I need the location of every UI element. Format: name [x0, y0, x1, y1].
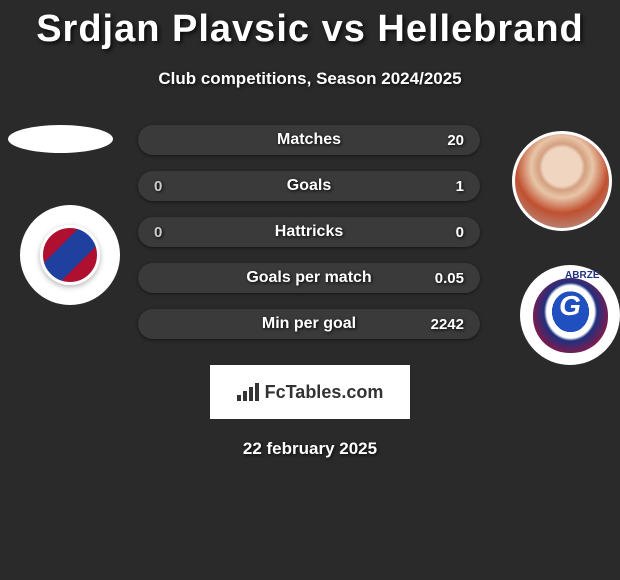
- stat-right-value: 1: [456, 178, 464, 195]
- stat-label: Goals per match: [246, 269, 371, 287]
- watermark: FcTables.com: [210, 365, 410, 419]
- page-subtitle: Club competitions, Season 2024/2025: [0, 69, 620, 89]
- stat-right-value: 0: [456, 224, 464, 241]
- stats-table: Matches 20 0 Goals 1 0 Hattricks 0 Goals…: [138, 125, 480, 339]
- date-label: 22 february 2025: [0, 439, 620, 459]
- stat-row: Goals per match 0.05: [138, 263, 480, 293]
- bar-chart-icon: [237, 383, 259, 401]
- stat-left-value: 0: [154, 224, 162, 241]
- team-left-badge: [20, 205, 120, 305]
- stat-row: Min per goal 2242: [138, 309, 480, 339]
- team-right-badge-icon: [533, 278, 608, 353]
- stat-label: Goals: [287, 177, 331, 195]
- player-right-avatar: [512, 131, 612, 231]
- stat-right-value: 0.05: [435, 270, 464, 287]
- stat-label: Min per goal: [262, 315, 356, 333]
- team-left-badge-icon: [40, 225, 100, 285]
- stat-row: Matches 20: [138, 125, 480, 155]
- watermark-text: FcTables.com: [265, 382, 384, 403]
- stat-left-value: 0: [154, 178, 162, 195]
- player-left-avatar-placeholder: [8, 125, 113, 153]
- stat-label: Matches: [277, 131, 341, 149]
- stat-right-value: 2242: [431, 316, 464, 333]
- stat-row: 0 Hattricks 0: [138, 217, 480, 247]
- stat-row: 0 Goals 1: [138, 171, 480, 201]
- comparison-content: Matches 20 0 Goals 1 0 Hattricks 0 Goals…: [0, 125, 620, 459]
- page-title: Srdjan Plavsic vs Hellebrand: [0, 0, 620, 51]
- stat-label: Hattricks: [275, 223, 343, 241]
- team-right-badge: [520, 265, 620, 365]
- stat-right-value: 20: [447, 132, 464, 149]
